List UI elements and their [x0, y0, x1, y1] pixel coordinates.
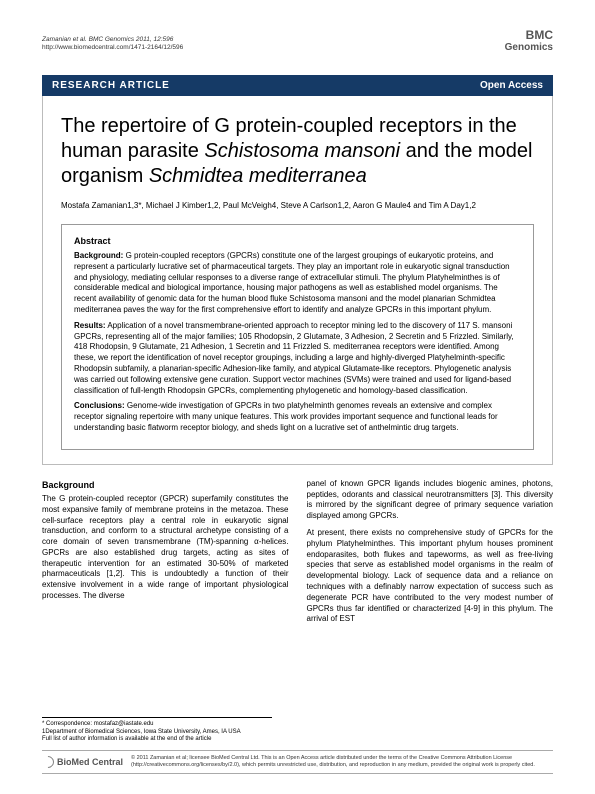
journal-logo: BMC Genomics — [505, 28, 553, 53]
article-type: RESEARCH ARTICLE — [52, 80, 170, 91]
abstract-background: Background: G protein-coupled receptors … — [74, 251, 521, 316]
article-header-card: The repertoire of G protein-coupled rece… — [42, 96, 553, 465]
abstract-results: Results: Application of a novel transmem… — [74, 321, 521, 397]
column-left: Background The G protein-coupled recepto… — [42, 479, 289, 625]
background-paragraph: The G protein-coupled receptor (GPCR) su… — [42, 494, 289, 602]
open-access-label: Open Access — [480, 80, 543, 91]
abstract-heading: Abstract — [74, 235, 521, 247]
corr-email: * Correspondence: mostafaz@iastate.edu — [42, 721, 272, 729]
article-title: The repertoire of G protein-coupled rece… — [61, 114, 534, 189]
column-right: panel of known GPCR ligands includes bio… — [307, 479, 554, 625]
correspondence: * Correspondence: mostafaz@iastate.edu 1… — [42, 717, 272, 744]
background-heading: Background — [42, 479, 289, 491]
author-list: Mostafa Zamanian1,3*, Michael J Kimber1,… — [61, 201, 534, 210]
citation-meta: Zamanian et al. BMC Genomics 2011, 12:59… — [42, 36, 553, 53]
right-paragraph-2: At present, there exists no comprehensiv… — [307, 528, 554, 625]
body-columns: Background The G protein-coupled recepto… — [42, 479, 553, 625]
corr-note: Full list of author information is avail… — [42, 736, 272, 744]
footer: * Correspondence: mostafaz@iastate.edu 1… — [42, 717, 553, 774]
corr-affil: 1Department of Biomedical Sciences, Iowa… — [42, 729, 272, 737]
footer-row: BioMed Central © 2011 Zamanian et al; li… — [42, 750, 553, 774]
abstract-conclusions: Conclusions: Genome-wide investigation o… — [74, 401, 521, 433]
right-paragraph-1: panel of known GPCR ligands includes bio… — [307, 479, 554, 522]
logo-top: BMC — [505, 28, 553, 42]
biomedcentral-logo: BioMed Central — [42, 756, 123, 768]
copyright-text: © 2011 Zamanian et al; licensee BioMed C… — [131, 755, 553, 769]
bmc-logo-text: BioMed Central — [57, 757, 123, 767]
article-type-banner: RESEARCH ARTICLE Open Access — [42, 75, 553, 96]
bmc-swirl-icon — [40, 754, 57, 771]
abstract-box: Abstract Background: G protein-coupled r… — [61, 224, 534, 450]
logo-bottom: Genomics — [505, 42, 553, 53]
citation-line1: Zamanian et al. BMC Genomics 2011, 12:59… — [42, 36, 553, 44]
citation-line2: http://www.biomedcentral.com/1471-2164/1… — [42, 44, 553, 52]
